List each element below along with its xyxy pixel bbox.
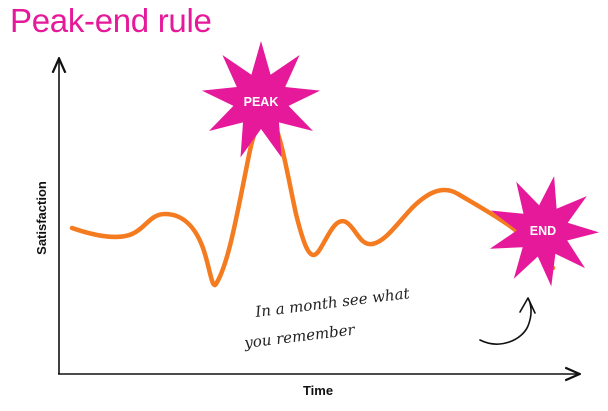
peak-label: PEAK — [244, 95, 279, 109]
page-title: Peak-end rule — [10, 2, 212, 39]
x-axis-label: Time — [303, 383, 333, 398]
y-axis-label: Satisfaction — [34, 181, 49, 255]
arrowhead-icon — [519, 297, 536, 314]
end-label: END — [530, 224, 556, 238]
note-line-2: you remember — [242, 320, 356, 352]
satisfaction-curve — [69, 114, 556, 288]
note-line-1: In a month see what — [253, 284, 411, 321]
peak-starburst — [201, 41, 321, 158]
curved-arrow-icon — [479, 299, 532, 345]
end-starburst — [489, 176, 599, 287]
